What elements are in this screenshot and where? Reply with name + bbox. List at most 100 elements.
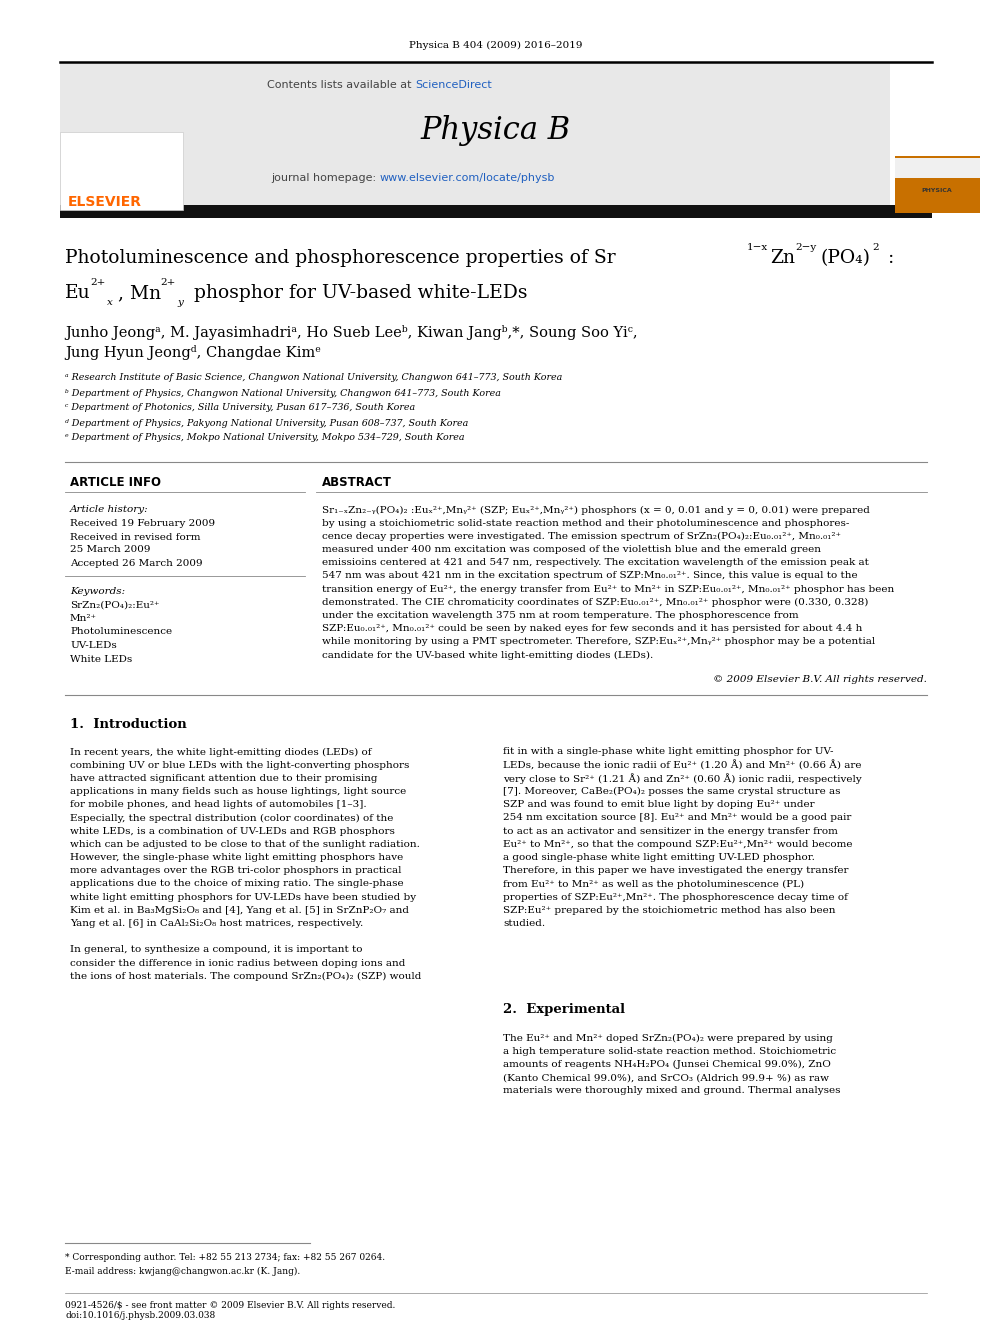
Text: SrZn₂(PO₄)₂:Eu²⁺: SrZn₂(PO₄)₂:Eu²⁺ [70, 601, 160, 610]
Text: 25 March 2009: 25 March 2009 [70, 545, 151, 554]
Text: In general, to synthesize a compound, it is important to: In general, to synthesize a compound, it… [70, 946, 362, 954]
Text: Kim et al. in Ba₃MgSi₂O₈ and [4], Yang et al. [5] in SrZnP₂O₇ and: Kim et al. in Ba₃MgSi₂O₈ and [4], Yang e… [70, 906, 409, 916]
Bar [60, 62, 890, 210]
Text: 2−y: 2−y [795, 243, 816, 251]
Text: more advantages over the RGB tri-color phosphors in practical: more advantages over the RGB tri-color p… [70, 867, 402, 876]
Text: Contents lists available at: Contents lists available at [267, 79, 415, 90]
Text: properties of SZP:Eu²⁺,Mn²⁺. The phosphorescence decay time of: properties of SZP:Eu²⁺,Mn²⁺. The phospho… [503, 893, 848, 902]
Text: Accepted 26 March 2009: Accepted 26 March 2009 [70, 558, 202, 568]
Text: (Kanto Chemical 99.0%), and SrCO₃ (Aldrich 99.9+ %) as raw: (Kanto Chemical 99.0%), and SrCO₃ (Aldri… [503, 1073, 829, 1082]
Text: LEDs, because the ionic radii of Eu²⁺ (1.20 Å) and Mn²⁺ (0.66 Å) are: LEDs, because the ionic radii of Eu²⁺ (1… [503, 761, 861, 770]
Text: a high temperature solid-state reaction method. Stoichiometric: a high temperature solid-state reaction … [503, 1046, 836, 1056]
Text: consider the difference in ionic radius between doping ions and: consider the difference in ionic radius … [70, 959, 406, 967]
Text: transition energy of Eu²⁺, the energy transfer from Eu²⁺ to Mn²⁺ in SZP:Eu₀.₀₁²⁺: transition energy of Eu²⁺, the energy tr… [322, 585, 894, 594]
Text: phosphor for UV-based white-LEDs: phosphor for UV-based white-LEDs [188, 284, 528, 302]
Text: Photoluminescence and phosphorescence properties of Sr: Photoluminescence and phosphorescence pr… [65, 249, 616, 267]
Text: However, the single-phase white light emitting phosphors have: However, the single-phase white light em… [70, 853, 404, 863]
Text: a good single-phase white light emitting UV-LED phosphor.: a good single-phase white light emitting… [503, 853, 814, 863]
Bar [895, 156, 980, 213]
Text: Sr₁₋ₓZn₂₋ᵧ(PO₄)₂ :Euₓ²⁺,Mnᵧ²⁺ (SZP; Euₓ²⁺,Mnᵧ²⁺) phosphors (x = 0, 0.01 and y = : Sr₁₋ₓZn₂₋ᵧ(PO₄)₂ :Euₓ²⁺,Mnᵧ²⁺ (SZP; Euₓ²… [322, 505, 870, 515]
Text: demonstrated. The CIE chromaticity coordinates of SZP:Eu₀.₀₁²⁺, Mn₀.₀₁²⁺ phospho: demonstrated. The CIE chromaticity coord… [322, 598, 868, 607]
Text: ᵃ Research Institute of Basic Science, Changwon National University, Changwon 64: ᵃ Research Institute of Basic Science, C… [65, 373, 562, 382]
Text: under the excitation wavelength 375 nm at room temperature. The phosphorescence : under the excitation wavelength 375 nm a… [322, 611, 799, 620]
Text: fit in with a single-phase white light emitting phosphor for UV-: fit in with a single-phase white light e… [503, 747, 833, 757]
Text: The Eu²⁺ and Mn²⁺ doped SrZn₂(PO₄)₂ were prepared by using: The Eu²⁺ and Mn²⁺ doped SrZn₂(PO₄)₂ were… [503, 1033, 833, 1043]
Text: Received in revised form: Received in revised form [70, 532, 200, 541]
Text: Keywords:: Keywords: [70, 586, 125, 595]
Text: :: : [882, 249, 894, 267]
Text: Yang et al. [6] in CaAl₂Si₂O₈ host matrices, respectively.: Yang et al. [6] in CaAl₂Si₂O₈ host matri… [70, 919, 363, 929]
Text: UV-LEDs: UV-LEDs [70, 642, 117, 650]
Text: ᵉ Department of Physics, Mokpo National University, Mokpo 534–729, South Korea: ᵉ Department of Physics, Mokpo National … [65, 434, 464, 442]
Text: by using a stoichiometric solid-state reaction method and their photoluminescenc: by using a stoichiometric solid-state re… [322, 519, 849, 528]
Text: have attracted significant attention due to their promising: have attracted significant attention due… [70, 774, 378, 783]
Text: for mobile phones, and head lights of automobiles [1–3].: for mobile phones, and head lights of au… [70, 800, 367, 810]
Text: ᵇ Department of Physics, Changwon National University, Changwon 641–773, South K: ᵇ Department of Physics, Changwon Nation… [65, 389, 501, 397]
Text: ELSEVIER: ELSEVIER [68, 194, 142, 209]
Text: , Mn: , Mn [118, 284, 161, 302]
Text: combining UV or blue LEDs with the light-converting phosphors: combining UV or blue LEDs with the light… [70, 761, 410, 770]
Text: SZP:Eu²⁺ prepared by the stoichiometric method has also been: SZP:Eu²⁺ prepared by the stoichiometric … [503, 906, 835, 916]
Text: candidate for the UV-based white light-emitting diodes (LEDs).: candidate for the UV-based white light-e… [322, 651, 654, 660]
Text: doi:10.1016/j.physb.2009.03.038: doi:10.1016/j.physb.2009.03.038 [65, 1311, 215, 1320]
Text: 0921-4526/$ - see front matter © 2009 Elsevier B.V. All rights reserved.: 0921-4526/$ - see front matter © 2009 El… [65, 1301, 396, 1310]
Text: www.elsevier.com/locate/physb: www.elsevier.com/locate/physb [380, 173, 556, 183]
Text: y: y [177, 298, 183, 307]
Text: applications due to the choice of mixing ratio. The single-phase: applications due to the choice of mixing… [70, 880, 404, 889]
Text: from Eu²⁺ to Mn²⁺ as well as the photoluminescence (PL): from Eu²⁺ to Mn²⁺ as well as the photolu… [503, 880, 805, 889]
Text: 1.  Introduction: 1. Introduction [70, 717, 186, 730]
Text: Physica B: Physica B [421, 115, 571, 146]
Text: Eu²⁺ to Mn²⁺, so that the compound SZP:Eu²⁺,Mn²⁺ would become: Eu²⁺ to Mn²⁺, so that the compound SZP:E… [503, 840, 852, 849]
Text: Received 19 February 2009: Received 19 February 2009 [70, 520, 215, 528]
Text: while monitoring by using a PMT spectrometer. Therefore, SZP:Euₓ²⁺,Mnᵧ²⁺ phospho: while monitoring by using a PMT spectrom… [322, 638, 875, 647]
Text: materials were thoroughly mixed and ground. Thermal analyses: materials were thoroughly mixed and grou… [503, 1086, 840, 1095]
Text: 2+: 2+ [90, 278, 105, 287]
Text: 547 nm was about 421 nm in the excitation spectrum of SZP:Mn₀.₀₁²⁺. Since, this : 547 nm was about 421 nm in the excitatio… [322, 572, 858, 581]
Bar [895, 157, 980, 179]
Text: white LEDs, is a combination of UV-LEDs and RGB phosphors: white LEDs, is a combination of UV-LEDs … [70, 827, 395, 836]
Text: ABSTRACT: ABSTRACT [322, 475, 392, 488]
Text: the ions of host materials. The compound SrZn₂(PO₄)₂ (SZP) would: the ions of host materials. The compound… [70, 972, 422, 980]
Text: Therefore, in this paper we have investigated the energy transfer: Therefore, in this paper we have investi… [503, 867, 848, 876]
Bar [60, 132, 183, 210]
Text: cence decay properties were investigated. The emission spectrum of SrZn₂(PO₄)₂:E: cence decay properties were investigated… [322, 532, 841, 541]
Text: Jung Hyun Jeongᵈ, Changdae Kimᵉ: Jung Hyun Jeongᵈ, Changdae Kimᵉ [65, 345, 320, 360]
Text: Junho Jeongᵃ, M. Jayasimhadriᵃ, Ho Sueb Leeᵇ, Kiwan Jangᵇ,*, Soung Soo Yiᶜ,: Junho Jeongᵃ, M. Jayasimhadriᵃ, Ho Sueb … [65, 325, 638, 340]
Text: Physica B 404 (2009) 2016–2019: Physica B 404 (2009) 2016–2019 [410, 41, 582, 49]
Text: amounts of reagents NH₄H₂PO₄ (Junsei Chemical 99.0%), ZnO: amounts of reagents NH₄H₂PO₄ (Junsei Che… [503, 1060, 831, 1069]
Text: measured under 400 nm excitation was composed of the violettish blue and the eme: measured under 400 nm excitation was com… [322, 545, 821, 554]
Text: © 2009 Elsevier B.V. All rights reserved.: © 2009 Elsevier B.V. All rights reserved… [713, 676, 927, 684]
Text: 1−x: 1−x [747, 243, 768, 251]
Text: white light emitting phosphors for UV-LEDs have been studied by: white light emitting phosphors for UV-LE… [70, 893, 416, 902]
Text: (PO₄): (PO₄) [820, 249, 870, 267]
Text: studied.: studied. [503, 919, 546, 929]
Text: Mn²⁺: Mn²⁺ [70, 614, 97, 623]
Text: In recent years, the white light-emitting diodes (LEDs) of: In recent years, the white light-emittin… [70, 747, 371, 757]
Text: Article history:: Article history: [70, 505, 149, 515]
Text: Zn: Zn [770, 249, 795, 267]
Text: Photoluminescence: Photoluminescence [70, 627, 173, 636]
Text: journal homepage:: journal homepage: [272, 173, 380, 183]
Text: which can be adjusted to be close to that of the sunlight radiation.: which can be adjusted to be close to tha… [70, 840, 420, 849]
Text: 2.  Experimental: 2. Experimental [503, 1004, 625, 1016]
Text: PHYSICA: PHYSICA [922, 188, 952, 193]
Text: applications in many fields such as house lightings, light source: applications in many fields such as hous… [70, 787, 407, 796]
Text: emissioins centered at 421 and 547 nm, respectively. The excitation wavelength o: emissioins centered at 421 and 547 nm, r… [322, 558, 869, 568]
Bar [60, 205, 932, 218]
Text: E-mail address: kwjang@changwon.ac.kr (K. Jang).: E-mail address: kwjang@changwon.ac.kr (K… [65, 1266, 301, 1275]
Text: * Corresponding author. Tel: +82 55 213 2734; fax: +82 55 267 0264.: * Corresponding author. Tel: +82 55 213 … [65, 1253, 385, 1262]
Text: ARTICLE INFO: ARTICLE INFO [70, 475, 161, 488]
Text: to act as an activator and sensitizer in the energy transfer from: to act as an activator and sensitizer in… [503, 827, 838, 836]
Text: ᵈ Department of Physics, Pakyong National University, Pusan 608–737, South Korea: ᵈ Department of Physics, Pakyong Nationa… [65, 418, 468, 427]
Text: 254 nm excitation source [8]. Eu²⁺ and Mn²⁺ would be a good pair: 254 nm excitation source [8]. Eu²⁺ and M… [503, 814, 851, 823]
Text: SZP:Eu₀.₀₁²⁺, Mn₀.₀₁²⁺ could be seen by naked eyes for few seconds and it has pe: SZP:Eu₀.₀₁²⁺, Mn₀.₀₁²⁺ could be seen by … [322, 624, 862, 634]
Text: ᶜ Department of Photonics, Silla University, Pusan 617–736, South Korea: ᶜ Department of Photonics, Silla Univers… [65, 404, 415, 413]
Text: SZP and was found to emit blue light by doping Eu²⁺ under: SZP and was found to emit blue light by … [503, 800, 814, 810]
Text: ScienceDirect: ScienceDirect [415, 79, 492, 90]
Text: [7]. Moreover, CaBe₂(PO₄)₂ posses the same crystal structure as: [7]. Moreover, CaBe₂(PO₄)₂ posses the sa… [503, 787, 840, 796]
Text: Especially, the spectral distribution (color coordinates) of the: Especially, the spectral distribution (c… [70, 814, 394, 823]
Text: very close to Sr²⁺ (1.21 Å) and Zn²⁺ (0.60 Å) ionic radii, respectively: very close to Sr²⁺ (1.21 Å) and Zn²⁺ (0.… [503, 773, 862, 783]
Text: White LEDs: White LEDs [70, 655, 132, 664]
Text: 2+: 2+ [160, 278, 176, 287]
Text: 2: 2 [872, 243, 879, 251]
